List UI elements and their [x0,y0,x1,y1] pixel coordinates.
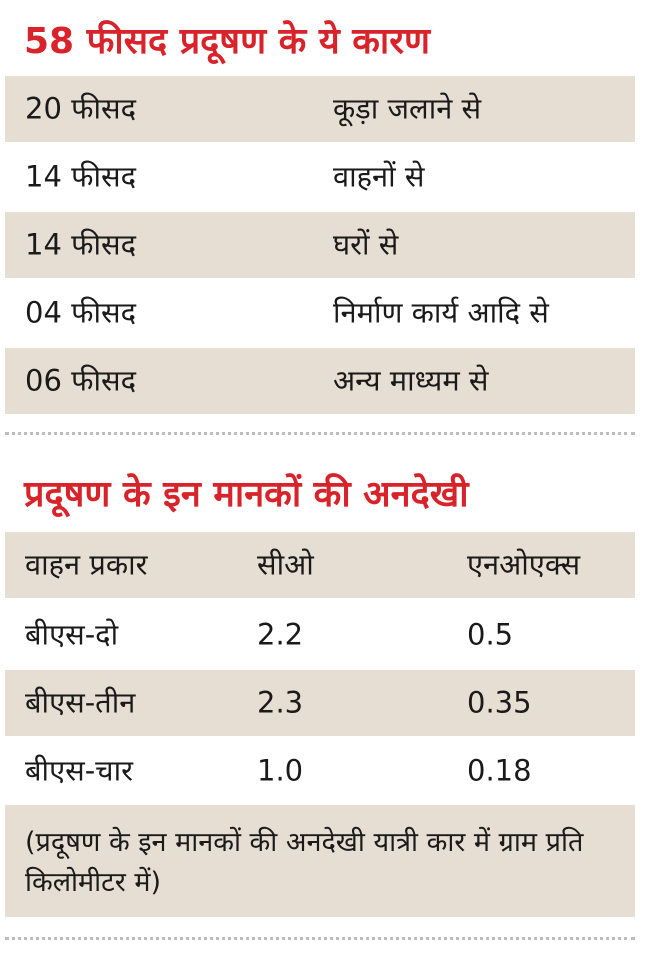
section2-title: प्रदूषण के इन मानकों की अनदेखी [24,474,469,515]
percent-cell: 06 फीसद [25,363,136,398]
nox-cell: 0.18 [467,753,532,788]
column-header-nox: एनओएक्स [467,547,581,582]
table-row: 20 फीसद कूड़ा जलाने से [5,76,635,142]
column-header-co: सीओ [257,547,314,582]
co-cell: 1.0 [257,753,304,788]
cause-cell: घरों से [333,227,399,262]
table-header-row: वाहन प्रकार सीओ एनओएक्स [5,532,635,598]
table-row: 14 फीसद वाहनों से [5,144,635,210]
dotted-divider [5,432,635,435]
table-row: 06 फीसद अन्य माध्यम से [5,348,635,414]
table-row: बीएस-तीन 2.3 0.35 [5,670,635,736]
dotted-divider [5,937,635,940]
nox-cell: 0.35 [467,685,532,720]
table-row: 14 फीसद घरों से [5,212,635,278]
table-row: बीएस-दो 2.2 0.5 [5,602,635,668]
nox-cell: 0.5 [467,617,514,652]
table-row: बीएस-चार 1.0 0.18 [5,738,635,804]
footnote-text: (प्रदूषण के इन मानकों की अनदेखी यात्री क… [25,827,584,898]
cause-cell: निर्माण कार्य आदि से [333,295,549,330]
cause-cell: वाहनों से [333,159,425,194]
footnote-box: (प्रदूषण के इन मानकों की अनदेखी यात्री क… [5,805,635,917]
vehicle-type-cell: बीएस-तीन [25,685,136,720]
percent-cell: 14 फीसद [25,159,136,194]
cause-cell: अन्य माध्यम से [333,363,489,398]
vehicle-type-cell: बीएस-दो [25,617,119,652]
table-row: 04 फीसद निर्माण कार्य आदि से [5,280,635,346]
percent-cell: 20 फीसद [25,91,136,126]
co-cell: 2.3 [257,685,304,720]
cause-cell: कूड़ा जलाने से [333,91,482,126]
co-cell: 2.2 [257,617,304,652]
column-header-vehicle-type: वाहन प्रकार [25,547,148,582]
vehicle-type-cell: बीएस-चार [25,753,133,788]
percent-cell: 04 फीसद [25,295,136,330]
section1-title: 58 फीसद प्रदूषण के ये कारण [24,21,430,62]
percent-cell: 14 फीसद [25,227,136,262]
